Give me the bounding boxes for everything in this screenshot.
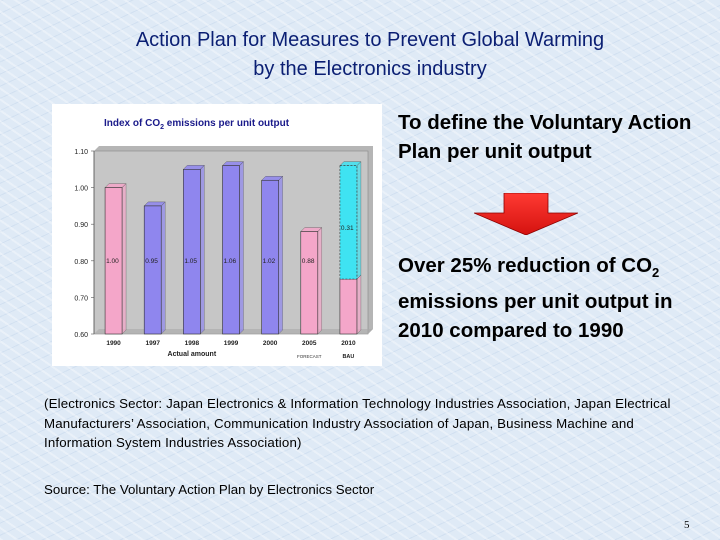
bar-1999 (222, 165, 240, 335)
bullet-define-plan-text: To define the Voluntary Action Plan per … (398, 111, 692, 163)
bar-1999-side (239, 161, 244, 335)
bar-1997-side (161, 201, 166, 335)
bar-2010-side (356, 274, 362, 335)
title-line-1: Action Plan for Measures to Prevent Glob… (135, 29, 605, 51)
y-tick-label: 0.70 (74, 295, 88, 302)
group-label-forecast: FORECAST (297, 354, 322, 359)
reduction-text-end: emissions per unit output in 2010 compar… (398, 290, 673, 343)
bullet-reduction-target: Over 25% reduction of CO2 emissions per … (398, 251, 698, 345)
category-label-1999: 1999 (224, 340, 239, 347)
page-number: 5 (684, 519, 690, 531)
group-label-bau: BAU (342, 354, 354, 360)
bar-2005 (300, 231, 319, 335)
bau-stack-bar-side (356, 161, 362, 280)
value-label-1997: 0.95 (145, 258, 158, 265)
group-label-actual: Actual amount (168, 351, 217, 358)
bar-1997 (143, 205, 162, 335)
bar-1999-top (222, 161, 244, 166)
value-label-1999: 1.06 (224, 258, 237, 265)
category-label-2010: 2010 (341, 340, 356, 347)
bar-2000-side (278, 175, 283, 335)
reduction-text-start: Over 25% reduction of CO (398, 254, 653, 277)
bar-1998-side (200, 164, 205, 335)
y-tick-label: 0.80 (74, 259, 88, 266)
bar-2005-side (317, 227, 322, 335)
y-tick-label: 0.60 (74, 332, 88, 339)
reduction-co2-subscript: 2 (652, 265, 660, 281)
bar-2005-top (300, 227, 323, 232)
y-tick-label: 1.00 (74, 186, 88, 193)
y-tick-label: 1.10 (74, 149, 88, 156)
slide-title: Action Plan for Measures to Prevent Glob… (40, 26, 700, 84)
value-label-1990: 1.00 (106, 258, 119, 265)
bar-1990-top (104, 183, 127, 188)
bau-value-label: 0.31 (341, 225, 354, 232)
y-tick-label: 0.90 (74, 222, 88, 229)
bar-1997-top (143, 201, 166, 207)
bar-1990-side (121, 183, 127, 335)
category-label-1997: 1997 (145, 340, 160, 347)
bar-1998 (183, 169, 201, 335)
bar-1998-top (182, 165, 205, 170)
bau-stack-bar (339, 165, 358, 280)
value-label-2000: 1.02 (263, 258, 276, 265)
category-label-2000: 2000 (263, 340, 278, 347)
source-note: Source: The Voluntary Action Plan by Ele… (44, 482, 375, 497)
category-label-1990: 1990 (106, 340, 121, 347)
bar-1990 (104, 187, 123, 335)
sector-note: (Electronics Sector: Japan Electronics &… (44, 396, 671, 450)
bullet-define-plan: To define the Voluntary Action Plan per … (398, 108, 698, 166)
down-arrow-icon (474, 193, 578, 235)
title-line-2: by the Electronics industry (253, 58, 487, 80)
value-label-2005: 0.88 (302, 258, 315, 265)
chart-title: Index of CO2 emissions per unit output (104, 118, 290, 131)
value-label-1998: 1.05 (184, 258, 197, 265)
bau-stack-bar-top (339, 161, 362, 166)
bar-2010 (339, 278, 358, 335)
category-label-1998: 1998 (185, 340, 200, 347)
bar-2000 (261, 179, 279, 335)
bar-2000-top (261, 176, 284, 181)
co2-index-chart: Index of CO2 emissions per unit output 1.… (52, 104, 382, 366)
category-label-2005: 2005 (302, 340, 317, 347)
